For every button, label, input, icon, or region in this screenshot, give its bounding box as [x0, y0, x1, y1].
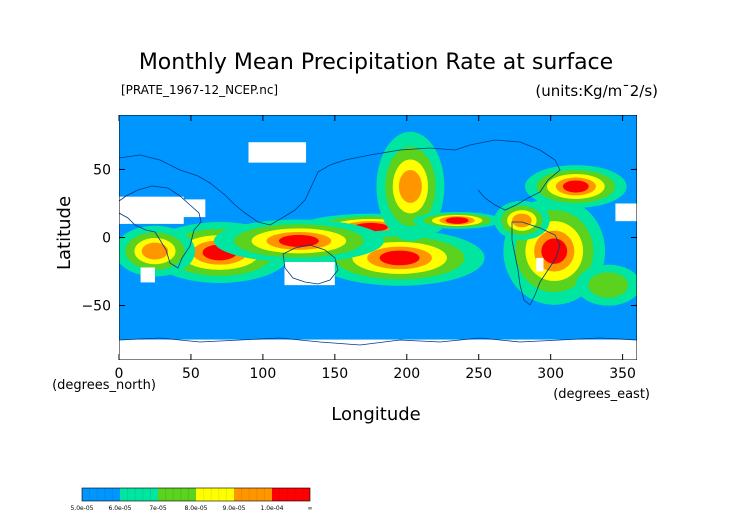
precip-region-7	[525, 165, 627, 208]
precip-level-5	[562, 180, 589, 193]
colorbar-label: ∞	[308, 505, 313, 512]
north-america-coastline	[454, 139, 561, 211]
precip-level-5	[278, 234, 319, 247]
coastlines	[119, 139, 637, 346]
y-axis-label: Latitude	[54, 196, 75, 270]
precip-region-8	[213, 219, 384, 263]
precip-level-4	[512, 213, 532, 228]
y-tick-label: 50	[93, 162, 111, 178]
axes: 0 50 100 150 200 250 300 350 50 0 −50	[81, 115, 637, 382]
x-tick-label: 250	[465, 366, 492, 382]
precip-level-2	[588, 272, 629, 298]
colorbar-label: 8.0e-05	[184, 505, 207, 512]
x-tick-label: 100	[250, 366, 277, 382]
y-unit-note: (degrees_north)	[52, 378, 156, 393]
australia-coastline	[282, 244, 339, 285]
eurasia-coastline	[119, 147, 456, 226]
precip-level-4	[141, 242, 169, 260]
south-america-coastline	[511, 221, 561, 306]
x-tick-label: 200	[393, 366, 420, 382]
x-tick-label: 300	[537, 366, 564, 382]
precip-level-5	[541, 238, 568, 264]
x-tick-label: 350	[609, 366, 636, 382]
no-data-region-0	[119, 196, 184, 224]
precip-region-9	[119, 225, 196, 277]
colorbar-label: 7e-05	[149, 505, 166, 512]
colorbar-swatch	[234, 488, 272, 501]
colorbar-label: 1.0e-04	[260, 505, 283, 512]
chart-title: Monthly Mean Precipitation Rate at surfa…	[139, 50, 613, 75]
units-label: (units:Kg/m¯2/s)	[535, 82, 658, 100]
x-tick-label: 50	[182, 366, 200, 382]
colorbar: 5.0e-05 6.0e-05 7e-05 8.0e-05 9.0e-05 1.0e-04…	[70, 487, 313, 512]
map-area	[119, 115, 637, 360]
colorbar-swatch	[158, 488, 196, 501]
x-unit-note: (degrees_east)	[553, 387, 650, 402]
colorbar-swatch	[120, 488, 158, 501]
x-tick-label: 0	[115, 366, 124, 382]
precip-region-6	[494, 200, 550, 241]
source-file-label: [PRATE_1967-12_NCEP.nc]	[121, 83, 278, 97]
no-data-region-4	[176, 199, 206, 218]
colorbar-swatch	[272, 488, 310, 501]
precip-level-5	[445, 217, 469, 224]
precipitation-regions	[119, 131, 637, 306]
precip-level-5	[379, 250, 420, 266]
y-tick-label: 0	[102, 231, 111, 247]
precip-region-10	[575, 264, 637, 306]
no-data-region-5	[248, 142, 307, 163]
colorbar-swatch	[82, 488, 120, 501]
x-tick-label: 150	[321, 366, 348, 382]
antarctica-coastline	[119, 337, 637, 346]
no-data-region-2	[119, 339, 637, 360]
no-data-region-1	[284, 262, 335, 286]
y-tick-label: −50	[81, 299, 111, 315]
precip-level-4	[398, 170, 422, 203]
no-data-region-3	[140, 267, 155, 283]
colorbar-label: 6.0e-05	[108, 505, 131, 512]
x-axis-label: Longitude	[331, 404, 421, 425]
precip-region-3	[376, 131, 445, 242]
precip-region-4	[413, 212, 502, 229]
africa-coastline	[119, 185, 202, 269]
colorbar-label: 5.0e-05	[70, 505, 93, 512]
no-data-region-6	[615, 203, 637, 222]
no-data-region-7	[536, 257, 544, 272]
colorbar-swatch	[196, 488, 234, 501]
colorbar-frame	[81, 487, 311, 502]
colorbar-label: 9.0e-05	[222, 505, 245, 512]
